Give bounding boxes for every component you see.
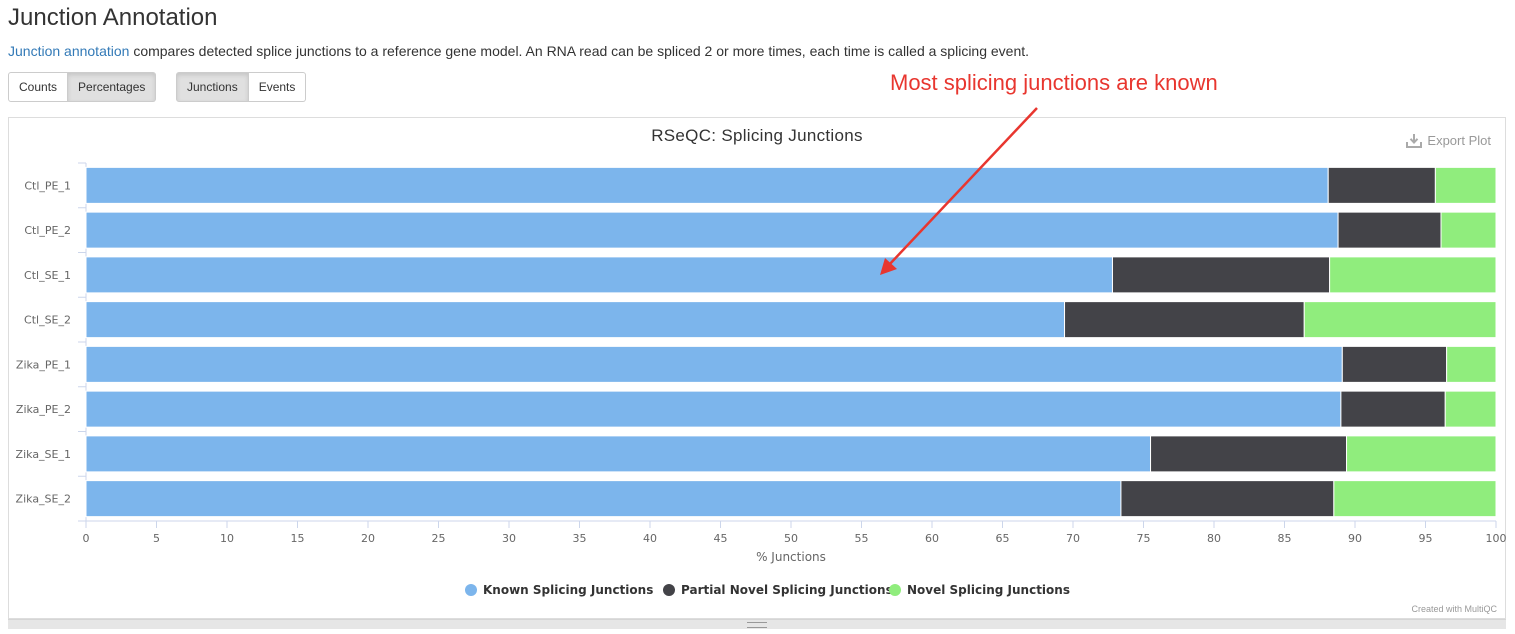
junction-type-toggle: Junctions Events [176, 72, 307, 102]
page-title: Junction Annotation [8, 4, 218, 31]
plot-container: RSeQC: Splicing Junctions Export Plot Cr… [8, 117, 1506, 619]
chart-title: RSeQC: Splicing Junctions [651, 126, 863, 145]
events-button[interactable]: Events [248, 72, 307, 102]
export-plot-button[interactable]: Export Plot [1406, 133, 1491, 148]
description-text: compares detected splice junctions to a … [129, 43, 1030, 59]
data-type-toggle: Counts Percentages [8, 72, 157, 102]
percentages-button[interactable]: Percentages [68, 72, 157, 102]
junctions-button[interactable]: Junctions [176, 72, 249, 102]
resize-grip-icon [747, 621, 767, 628]
counts-button[interactable]: Counts [8, 72, 69, 102]
download-icon [1406, 133, 1423, 148]
annotation-text: Most splicing junctions are known [890, 70, 1218, 95]
plot-resize-handle[interactable] [8, 619, 1506, 629]
export-plot-label: Export Plot [1427, 133, 1491, 148]
junction-annotation-link[interactable]: Junction annotation [8, 43, 130, 59]
multiqc-credit[interactable]: Created with MultiQC [1411, 604, 1497, 614]
page-description: Junction annotation compares detected sp… [8, 43, 1029, 59]
